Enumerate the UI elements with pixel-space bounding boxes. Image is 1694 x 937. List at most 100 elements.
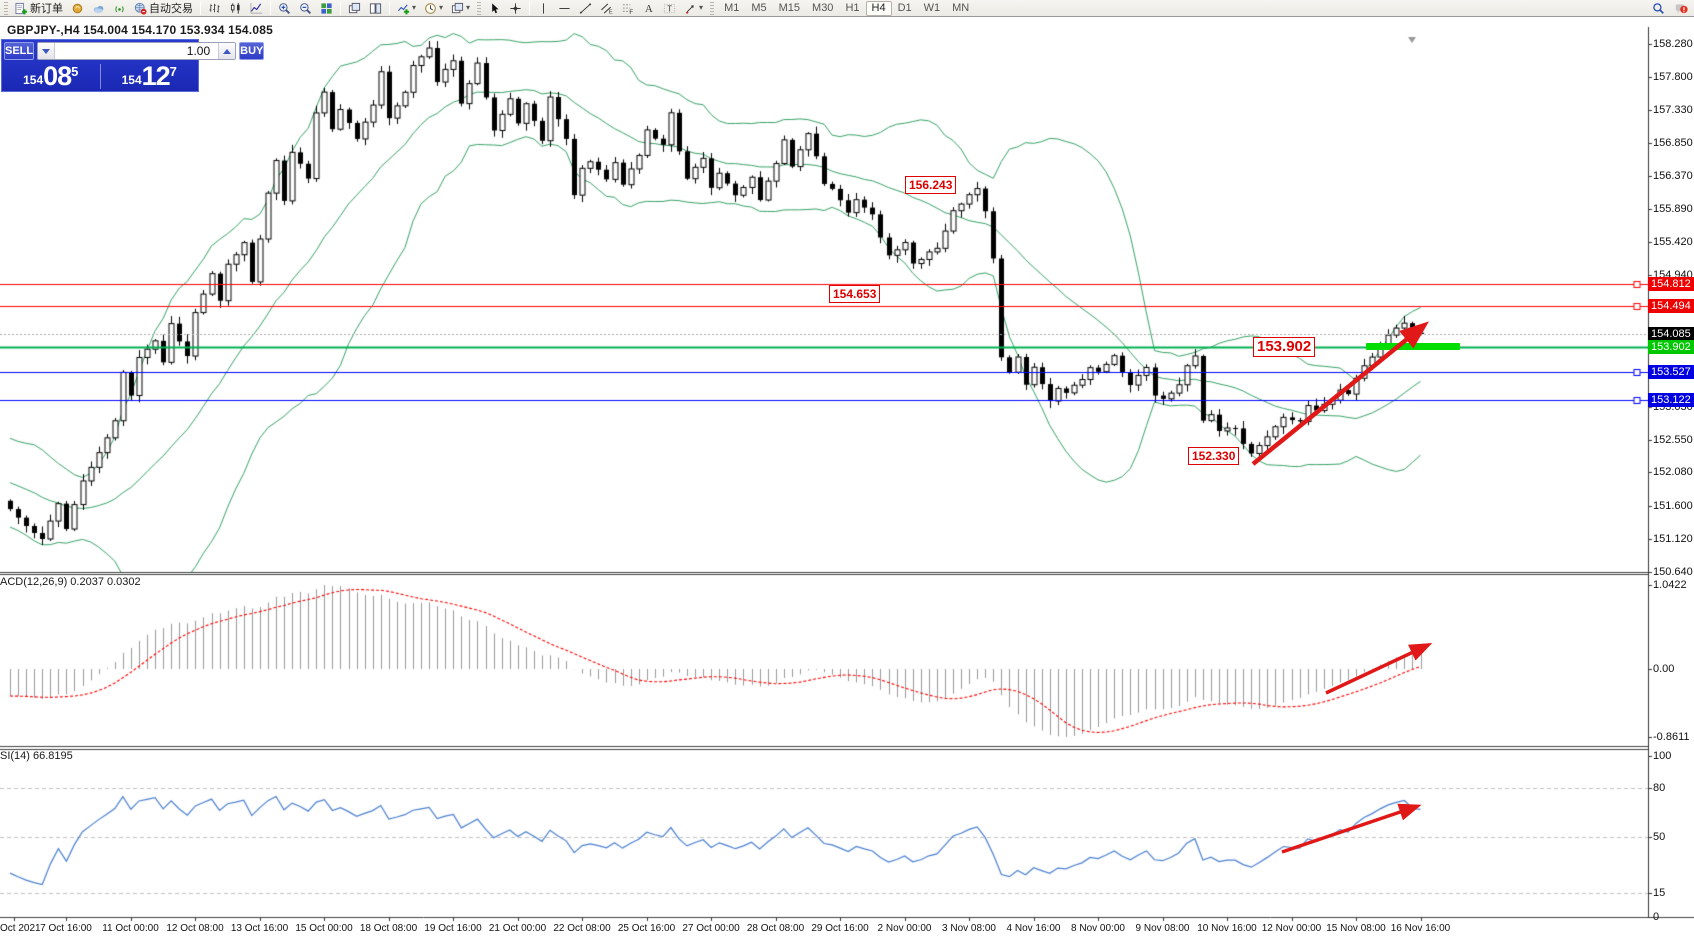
timeframe-M15[interactable]: M15 bbox=[778, 2, 801, 14]
new-order-button[interactable]: 新订单 bbox=[12, 1, 66, 16]
buy-price-big: 12 bbox=[141, 61, 171, 91]
toolbar-grip[interactable] bbox=[4, 1, 8, 15]
templates-icon bbox=[451, 2, 464, 15]
zoom-in-button[interactable] bbox=[275, 1, 294, 16]
buy-price-prefix: 154 bbox=[121, 73, 142, 87]
buy-button[interactable]: BUY bbox=[239, 42, 265, 60]
tile-vertical-button[interactable] bbox=[366, 1, 385, 16]
zoom-in-icon bbox=[278, 2, 291, 15]
autotrade-button[interactable]: 自动交易 bbox=[131, 1, 196, 16]
text-label-button[interactable] bbox=[660, 1, 679, 16]
notification-button[interactable] bbox=[1672, 1, 1691, 16]
buy-price[interactable]: 154 12 7 bbox=[101, 62, 199, 91]
time-axis-label: 12 Oct 08:00 bbox=[166, 923, 224, 934]
text-label-icon bbox=[663, 2, 676, 15]
cascade-windows-button[interactable] bbox=[345, 1, 364, 16]
highlight-segment[interactable] bbox=[1366, 343, 1460, 351]
price-tick-label: 156.370 bbox=[1653, 170, 1693, 182]
price-tick-label: 151.120 bbox=[1653, 532, 1693, 545]
time-axis-label: 10 Nov 16:00 bbox=[1197, 923, 1257, 934]
add-indicator-icon bbox=[397, 2, 410, 15]
templates-button[interactable]: ▾ bbox=[448, 1, 473, 16]
rsi-axis-label: 80 bbox=[1653, 782, 1666, 795]
add-indicator-button[interactable]: ▾ bbox=[394, 1, 419, 16]
zoom-out-button[interactable] bbox=[296, 1, 315, 16]
price-tick-label: 150.640 bbox=[1653, 566, 1693, 578]
crosshair-icon bbox=[509, 2, 522, 15]
volume-decrease-button[interactable] bbox=[38, 43, 56, 59]
sell-price[interactable]: 154 08 5 bbox=[2, 62, 100, 91]
time-axis-label: 16 Nov 16:00 bbox=[1390, 923, 1451, 934]
volume-input[interactable] bbox=[55, 43, 219, 59]
sell-button[interactable]: SELL bbox=[4, 42, 35, 60]
price-annotation[interactable]: 154.653 bbox=[829, 285, 881, 303]
rsi-axis-label: 0 bbox=[1653, 911, 1660, 923]
bar-chart-button[interactable] bbox=[205, 1, 224, 16]
timeframe-MN[interactable]: MN bbox=[952, 2, 970, 14]
arrows-button[interactable]: ▾ bbox=[681, 1, 706, 16]
fibonacci-button[interactable] bbox=[618, 1, 637, 16]
chevron-down-icon: ▾ bbox=[412, 3, 417, 12]
timeframe-H4[interactable]: H4 bbox=[865, 0, 892, 16]
vertical-line-button[interactable] bbox=[534, 1, 553, 16]
search-icon bbox=[1652, 2, 1665, 15]
time-axis-label: 25 Oct 16:00 bbox=[617, 923, 676, 934]
chevron-down-icon: ▾ bbox=[466, 3, 471, 12]
tile-vertical-icon bbox=[369, 2, 382, 15]
rsi-indicator-label: SI(14) 66.8195 bbox=[0, 750, 73, 762]
time-axis-label: 4 Nov 16:00 bbox=[1006, 923, 1061, 934]
period-button[interactable]: ▾ bbox=[421, 1, 446, 16]
signals-button[interactable] bbox=[110, 1, 129, 16]
price-badge: 153.527 bbox=[1648, 365, 1694, 380]
profile-button[interactable] bbox=[89, 1, 108, 16]
price-annotation[interactable]: 153.902 bbox=[1253, 337, 1316, 357]
volume-increase-button[interactable] bbox=[218, 43, 236, 59]
toolbar-grip[interactable] bbox=[477, 1, 482, 15]
trendline-button[interactable] bbox=[576, 1, 595, 16]
cursor-button[interactable] bbox=[485, 1, 504, 16]
search-button[interactable] bbox=[1649, 1, 1668, 16]
volume-spinner bbox=[37, 42, 237, 60]
timeframe-M30[interactable]: M30 bbox=[812, 2, 834, 14]
timeframe-M1[interactable]: M1 bbox=[724, 2, 740, 14]
time-axis-label: 21 Oct 00:00 bbox=[488, 923, 547, 934]
time-axis-label: 12 Nov 00:00 bbox=[1261, 923, 1322, 934]
bar-chart-icon bbox=[208, 2, 221, 15]
chart-window: GBPJPY-,H4 154.004 154.170 153.934 154.0… bbox=[0, 17, 1694, 937]
macd-axis-label: -0.8611 bbox=[1653, 731, 1690, 743]
timeframe-W1[interactable]: W1 bbox=[923, 2, 941, 14]
price-tick-label: 155.890 bbox=[1653, 203, 1693, 216]
candlestick-chart-button[interactable] bbox=[226, 1, 245, 16]
toolbar-separator bbox=[200, 1, 201, 15]
tile-windows-button[interactable] bbox=[317, 1, 336, 16]
line-chart-button[interactable] bbox=[247, 1, 266, 16]
toolbar-grip[interactable] bbox=[710, 1, 715, 15]
chart-title: GBPJPY-,H4 154.004 154.170 153.934 154.0… bbox=[7, 23, 273, 37]
time-axis-label: 15 Nov 08:00 bbox=[1326, 923, 1386, 934]
chart-canvas[interactable] bbox=[0, 17, 1694, 937]
timeframe-M5[interactable]: M5 bbox=[751, 2, 767, 14]
horizontal-line-button[interactable] bbox=[555, 1, 574, 16]
horizontal-line-icon bbox=[558, 2, 571, 15]
sell-price-sup: 5 bbox=[71, 64, 79, 79]
profile-cloud-icon bbox=[92, 2, 105, 15]
text-button[interactable] bbox=[639, 1, 658, 16]
time-axis-label: 7 Oct 16:00 bbox=[40, 923, 92, 934]
price-divider bbox=[99, 64, 101, 89]
equidistant-channel-button[interactable] bbox=[597, 1, 616, 16]
triangle-up-icon bbox=[223, 48, 232, 54]
macd-axis-label: 0.00 bbox=[1653, 663, 1675, 675]
metaquotes-button[interactable] bbox=[68, 1, 87, 16]
timeframe-H1[interactable]: H1 bbox=[845, 2, 860, 14]
line-chart-icon bbox=[250, 2, 263, 15]
price-badge: 153.902 bbox=[1648, 339, 1694, 354]
vertical-line-icon bbox=[537, 2, 550, 15]
price-annotation[interactable]: 156.243 bbox=[905, 176, 957, 194]
price-badge: 153.122 bbox=[1648, 393, 1694, 408]
tile-windows-icon bbox=[320, 2, 333, 15]
crosshair-button[interactable] bbox=[506, 1, 525, 16]
price-annotation[interactable]: 152.330 bbox=[1188, 447, 1240, 465]
price-badge: 154.494 bbox=[1648, 298, 1694, 313]
time-axis-label: 9 Nov 08:00 bbox=[1135, 923, 1190, 934]
timeframe-D1[interactable]: D1 bbox=[897, 2, 912, 14]
